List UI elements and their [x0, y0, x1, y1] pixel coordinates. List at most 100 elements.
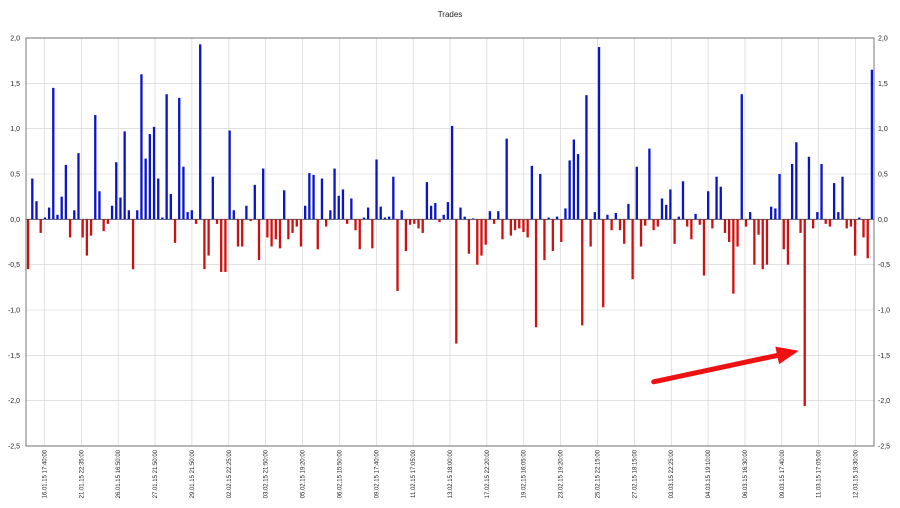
bar-positive [400, 210, 403, 220]
bar-positive [182, 166, 185, 220]
bar-negative [438, 219, 441, 223]
bar-positive [446, 202, 450, 220]
bar-positive [627, 203, 630, 220]
bar-negative [274, 219, 277, 240]
bar-positive [597, 47, 601, 220]
bar-negative [656, 219, 659, 227]
bar-positive [379, 206, 382, 220]
y-tick-label-right: -2,0 [878, 398, 890, 405]
bar-positive [253, 184, 256, 220]
bar-negative [345, 219, 349, 224]
bar-positive [832, 183, 836, 220]
bar-positive [707, 191, 710, 220]
bar-positive [837, 212, 840, 220]
y-tick-label-left: -0,5 [8, 262, 20, 269]
bar-positive [94, 115, 97, 220]
bar-negative [560, 219, 563, 242]
bar-negative [291, 219, 294, 233]
bar-negative [761, 219, 764, 270]
bar-negative [358, 219, 361, 250]
x-tick-label: 25.02.15 22:15:00 [595, 449, 601, 498]
bar-positive [283, 190, 286, 220]
y-tick-label-right: -1,0 [878, 308, 890, 315]
bar-negative [467, 219, 471, 254]
bar-positive [64, 164, 68, 220]
bar-negative [68, 219, 72, 238]
bar-negative [686, 219, 689, 227]
x-tick-label: 05.02.15 19:20:00 [301, 449, 307, 498]
bar-positive [337, 195, 340, 220]
bar-positive [178, 97, 181, 220]
bar-negative [753, 219, 756, 265]
bar-positive [148, 134, 151, 220]
bar-negative [690, 219, 693, 240]
bar-positive [312, 174, 315, 220]
bar-positive [157, 178, 160, 220]
bar-negative [299, 219, 303, 247]
x-tick-label: 26.01.15 16:50:00 [116, 449, 122, 498]
bar-negative [543, 219, 546, 261]
bar-negative [849, 219, 853, 227]
bar-positive [123, 131, 126, 220]
bar-negative [316, 219, 319, 250]
bar-positive [665, 204, 668, 220]
bar-positive [127, 210, 131, 220]
y-tick-label-right: 0,0 [878, 217, 888, 224]
bar-positive [450, 125, 454, 220]
annotation-arrow-shaft [651, 352, 780, 385]
bar-negative [744, 219, 748, 227]
bar-negative [102, 219, 105, 232]
bar-negative [551, 219, 555, 252]
bar-positive [56, 214, 59, 220]
bar-positive [539, 174, 542, 220]
bar-negative [270, 219, 273, 247]
bar-negative [417, 219, 420, 229]
bar-positive [375, 159, 378, 220]
bar-negative [81, 219, 84, 238]
bar-positive [98, 191, 101, 220]
bar-positive [199, 44, 202, 220]
bar-positive [568, 160, 571, 220]
bar-positive [442, 214, 445, 220]
bar-positive [769, 206, 773, 220]
x-tick-label: 23.02.15 19:20:00 [559, 449, 565, 498]
y-tick-label-left: -2,0 [8, 398, 20, 405]
x-tick-label: 06.02.15 15:50:00 [337, 449, 343, 498]
bar-positive [152, 126, 156, 220]
bar-positive [677, 216, 680, 220]
y-tick-label-left: 0,5 [10, 172, 20, 179]
bar-negative [509, 219, 513, 236]
x-tick-label: 29.01.15 21:50:00 [190, 449, 196, 498]
bar-positive [186, 212, 189, 220]
bar-positive [211, 176, 214, 220]
bar-negative [194, 219, 198, 224]
bar-positive [497, 211, 500, 220]
bar-positive [841, 176, 844, 220]
bar-positive [308, 173, 311, 220]
y-tick-label-left: -2,5 [8, 444, 20, 451]
bar-negative [673, 219, 676, 244]
bar-negative [203, 219, 206, 270]
bar-negative [853, 219, 857, 256]
bar-negative [287, 219, 290, 240]
bar-negative [413, 219, 416, 224]
x-tick-label: 13.02.15 18:00:00 [448, 449, 454, 498]
x-tick-label: 03.03.15 22:25:00 [669, 449, 675, 498]
x-tick-label: 11.02.15 17:05:00 [411, 449, 417, 498]
bar-negative [644, 219, 647, 226]
bar-positive [425, 182, 429, 220]
bar-negative [249, 219, 252, 222]
bar-negative [589, 219, 592, 247]
bar-negative [728, 219, 731, 242]
bar-positive [110, 205, 114, 220]
bar-negative [513, 219, 517, 231]
bar-negative [266, 219, 269, 238]
y-tick-label-left: 1,5 [10, 81, 20, 88]
bar-positive [392, 176, 395, 220]
bar-positive [572, 139, 575, 220]
bar-positive [635, 166, 638, 220]
bar-negative [492, 219, 496, 224]
bar-positive [795, 142, 798, 220]
bar-positive [555, 216, 559, 220]
